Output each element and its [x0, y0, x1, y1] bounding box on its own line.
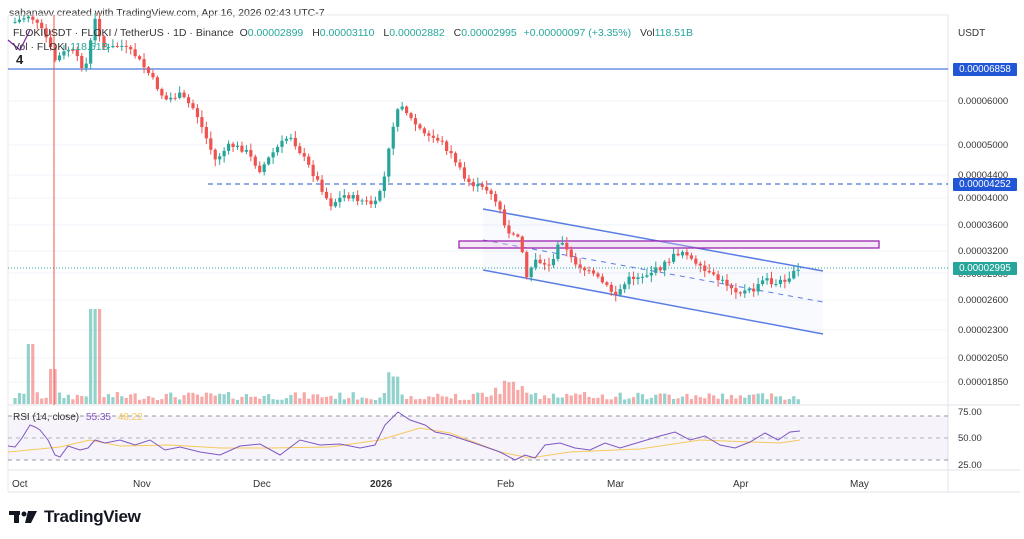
price-badge-resistance: 0.00006858 [953, 63, 1017, 76]
tradingview-logo: TradingView [9, 507, 141, 527]
svg-text:0.00002300: 0.00002300 [958, 325, 1008, 336]
symbol-title: FLOKIUSDT · FLOKI / TetherUS · 1D · Bina… [13, 27, 234, 39]
svg-text:0.00003600: 0.00003600 [958, 220, 1008, 231]
change-value: +0.00000097 (+3.35%) [523, 27, 632, 39]
svg-text:Dec: Dec [253, 479, 271, 490]
svg-text:0.00006000: 0.00006000 [958, 96, 1008, 107]
rsi-line [7, 411, 801, 461]
open-value: 0.00002899 [247, 27, 304, 39]
svg-text:0.00001850: 0.00001850 [958, 377, 1008, 388]
channel-lower-line [482, 269, 824, 335]
svg-text:0.00002600: 0.00002600 [958, 295, 1008, 306]
candlestick-series [13, 12, 800, 302]
drawing-label: 4 [16, 52, 24, 67]
currency-label: USDT [958, 28, 986, 39]
svg-text:Mar: Mar [607, 479, 625, 490]
high-value: 0.00003110 [319, 27, 375, 39]
brand-name: TradingView [44, 507, 141, 526]
svg-text:Apr: Apr [733, 479, 749, 490]
svg-text:25.00: 25.00 [958, 460, 982, 471]
resistance-zone [458, 240, 880, 249]
svg-text:0.00002050: 0.00002050 [958, 353, 1008, 364]
svg-text:0.00005000: 0.00005000 [958, 140, 1008, 151]
price-badge-last: 0.00002995 [953, 262, 1017, 275]
svg-text:Oct: Oct [12, 479, 28, 490]
close-value: 0.00002995 [461, 27, 517, 39]
price-axis: 0.00006000 0.00005000 0.00004400 0.00004… [958, 96, 1008, 471]
svg-text:75.00: 75.00 [958, 407, 982, 418]
rsi-ma-value: 48.22 [117, 412, 143, 423]
symbol-legend[interactable]: FLOKIUSDT · FLOKI / TetherUS · 1D · Bina… [13, 27, 693, 39]
svg-text:Nov: Nov [133, 479, 151, 490]
attribution-text: sahanavv created with TradingView.com, A… [9, 7, 325, 19]
low-value: 0.00002882 [389, 27, 445, 39]
svg-text:0.00004400: 0.00004400 [958, 170, 1008, 181]
price-badge-support: 0.00004252 [953, 178, 1017, 191]
rsi-legend[interactable]: RSI (14, close) 55.35 48.22 [13, 412, 143, 423]
volume-histogram [13, 309, 800, 404]
svg-text:0.00004000: 0.00004000 [958, 193, 1008, 204]
vol-value: 118.51B [654, 27, 693, 39]
volume-legend[interactable]: Vol · FLOKI 118.51B [13, 41, 109, 53]
channel-upper-line [482, 208, 824, 272]
svg-text:2026: 2026 [370, 479, 393, 490]
svg-text:0.00003200: 0.00003200 [958, 246, 1008, 257]
channel-mid-line [482, 239, 824, 303]
svg-text:May: May [850, 479, 869, 490]
svg-text:50.00: 50.00 [958, 433, 982, 444]
rsi-ma-line [7, 427, 801, 459]
svg-text:Feb: Feb [497, 479, 515, 490]
rsi-value: 55.35 [85, 412, 111, 423]
tradingview-logo-icon [9, 511, 37, 523]
time-axis: Oct Nov Dec 2026 Feb Mar Apr May [12, 479, 869, 490]
